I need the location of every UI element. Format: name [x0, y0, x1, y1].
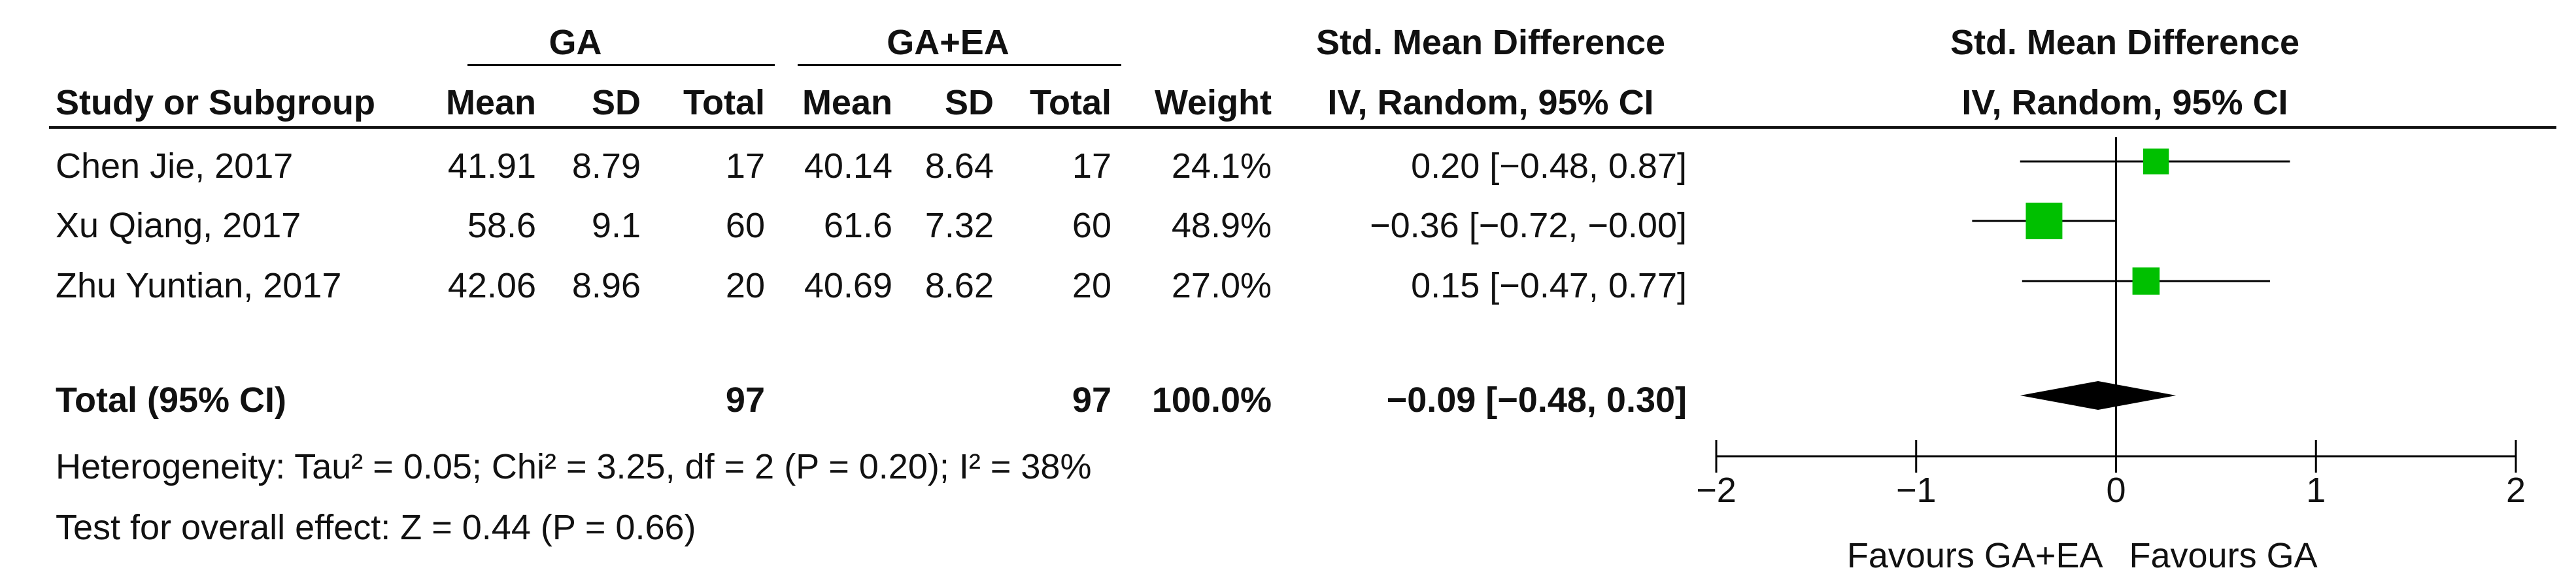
ci-cell: 0.20 [−0.48, 0.87]: [1411, 146, 1687, 186]
smd-title-header: Std. Mean Difference: [1315, 23, 1666, 62]
sd2-cell: 8.64: [924, 146, 994, 186]
favours-left-label: Favours GA+EA: [1847, 536, 2103, 575]
total-ci: −0.09 [−0.48, 0.30]: [1386, 380, 1687, 420]
total1-column-header: Total: [683, 83, 765, 122]
weight-cell: 24.1%: [1171, 146, 1272, 186]
x-tick-label: 1: [2306, 471, 2326, 510]
mean1-cell: 58.6: [467, 206, 536, 245]
group1-rule: [467, 64, 775, 66]
overall-effect-text: Test for overall effect: Z = 0.44 (P = 0…: [56, 508, 696, 547]
total1-cell: 20: [725, 266, 765, 305]
total-weight: 100.0%: [1151, 380, 1272, 420]
pooled-diamond: [2020, 381, 2177, 410]
study-name: Zhu Yuntian, 2017: [56, 266, 342, 305]
total-label: Total (95% CI): [56, 380, 287, 420]
total1-sum: 97: [725, 380, 765, 420]
table-header-rule: [49, 126, 1706, 129]
effect-marker: [2025, 203, 2063, 239]
total1-cell: 17: [725, 146, 765, 186]
smd-method-header: IV, Random, 95% CI: [1327, 83, 1654, 122]
total2-cell: 17: [1072, 146, 1111, 186]
sd1-cell: 9.1: [591, 206, 641, 245]
sd2-cell: 7.32: [924, 206, 994, 245]
weight-cell: 48.9%: [1171, 206, 1272, 245]
mean1-cell: 42.06: [447, 266, 536, 305]
sd2-cell: 8.62: [924, 266, 994, 305]
total2-cell: 20: [1072, 266, 1111, 305]
weight-cell: 27.0%: [1171, 266, 1272, 305]
ci-cell: 0.15 [−0.47, 0.77]: [1411, 266, 1687, 305]
mean1-column-header: Mean: [445, 83, 536, 122]
sd1-cell: 8.79: [571, 146, 641, 186]
x-tick-label: 0: [2106, 471, 2126, 510]
plot-title-header: Std. Mean Difference: [1950, 23, 2300, 62]
study-name: Chen Jie, 2017: [56, 146, 294, 186]
total2-column-header: Total: [1030, 83, 1111, 122]
effect-marker: [2143, 148, 2169, 175]
plot-method-header: IV, Random, 95% CI: [1961, 83, 2288, 122]
weight-column-header: Weight: [1155, 83, 1272, 122]
plot-header-rule: [1693, 126, 2556, 129]
group2-header: GA+EA: [887, 23, 1009, 62]
x-tick-label: −2: [1696, 471, 1737, 510]
effect-marker: [2132, 267, 2160, 295]
total2-sum: 97: [1072, 380, 1111, 420]
ci-cell: −0.36 [−0.72, −0.00]: [1370, 206, 1687, 245]
mean2-cell: 40.69: [804, 266, 892, 305]
sd2-column-header: SD: [944, 83, 994, 122]
sd1-cell: 8.96: [571, 266, 641, 305]
heterogeneity-text: Heterogeneity: Tau² = 0.05; Chi² = 3.25,…: [56, 447, 1092, 486]
total1-cell: 60: [725, 206, 765, 245]
sd1-column-header: SD: [591, 83, 641, 122]
favours-right-label: Favours GA: [2129, 536, 2318, 575]
study-column-header: Study or Subgroup: [56, 83, 375, 122]
mean1-cell: 41.91: [447, 146, 536, 186]
x-tick-label: 2: [2506, 471, 2526, 510]
study-name: Xu Qiang, 2017: [56, 206, 301, 245]
group1-header: GA: [549, 23, 602, 62]
mean2-cell: 40.14: [804, 146, 892, 186]
mean2-column-header: Mean: [802, 83, 892, 122]
group2-rule: [798, 64, 1121, 66]
mean2-cell: 61.6: [823, 206, 892, 245]
x-tick-label: −1: [1896, 471, 1937, 510]
total2-cell: 60: [1072, 206, 1111, 245]
